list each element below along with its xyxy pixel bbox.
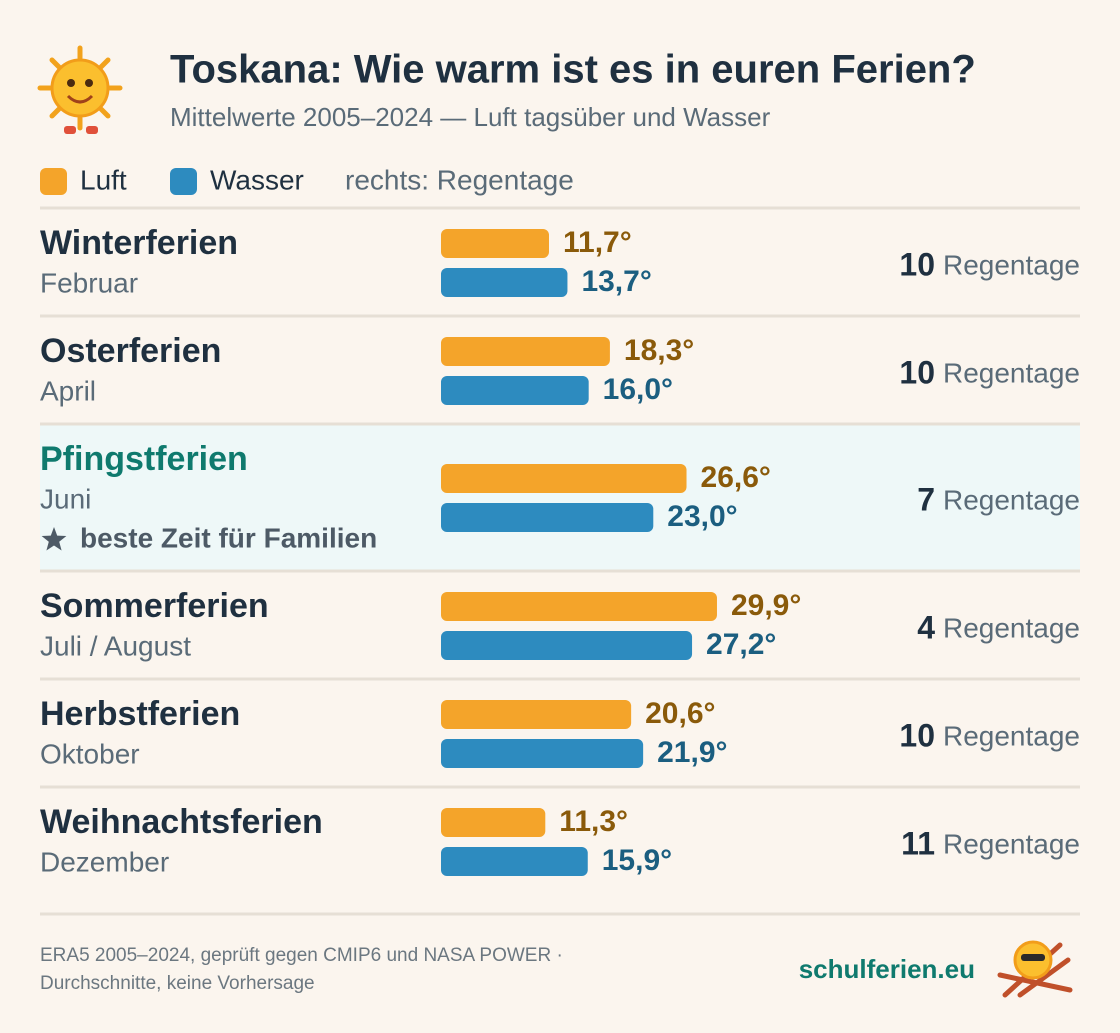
bar <box>441 376 589 405</box>
rain-days: 7 <box>917 481 935 517</box>
value-label: 20,6° <box>645 697 715 730</box>
value-label: 15,9° <box>602 844 672 877</box>
footer-source: Durchschnitte, keine Vorhersage <box>40 973 315 994</box>
value-label: 26,6° <box>701 461 771 494</box>
category-sublabel: Februar <box>40 267 138 298</box>
legend-note: rechts: Regentage <box>345 164 574 195</box>
category-label: Weihnachtsferien <box>40 803 323 841</box>
rain-days: 10 <box>899 246 935 282</box>
category-label: Pfingstferien <box>40 440 248 478</box>
bar <box>441 847 588 876</box>
value-label: 11,3° <box>559 805 628 838</box>
value-label: 16,0° <box>603 373 673 406</box>
bar <box>441 229 549 258</box>
value-label: 23,0° <box>667 500 737 533</box>
rain-label: Regentage <box>943 357 1080 388</box>
bar <box>441 808 546 837</box>
bar <box>441 592 717 621</box>
rain-label: Regentage <box>943 612 1080 643</box>
rain-days: 10 <box>899 717 935 753</box>
bar <box>441 503 654 532</box>
rain-label: Regentage <box>943 720 1080 751</box>
rain-days: 4 <box>917 609 935 645</box>
value-label: 13,7° <box>581 265 651 298</box>
rain-days: 10 <box>899 354 935 390</box>
legend-label: Wasser <box>210 164 304 195</box>
rain-days: 11 <box>901 825 935 861</box>
title: Toskana: Wie warm ist es in euren Ferien… <box>170 48 976 92</box>
rain-label: Regentage <box>943 249 1080 280</box>
bar <box>441 337 610 366</box>
category-sublabel: Oktober <box>40 738 140 769</box>
footer-source: ERA5 2005–2024, geprüft gegen CMIP6 und … <box>40 945 563 966</box>
bar <box>441 268 568 297</box>
bar <box>441 700 632 729</box>
brand: schulferien.eu <box>799 954 975 984</box>
legend-swatch <box>40 168 67 195</box>
highlight-row <box>40 424 1080 571</box>
subtitle: Mittelwerte 2005–2024 — Luft tagsüber un… <box>170 102 771 132</box>
category-sublabel: April <box>40 375 96 406</box>
category-sublabel: Juli / August <box>40 630 191 661</box>
value-label: 11,7° <box>563 226 632 259</box>
value-label: 27,2° <box>706 628 776 661</box>
category-label: Osterferien <box>40 332 221 370</box>
highlight-note: beste Zeit für Familien <box>80 522 377 553</box>
category-label: Sommerferien <box>40 587 269 625</box>
category-sublabel: Dezember <box>40 846 169 877</box>
legend-label: Luft <box>80 164 127 195</box>
legend-swatch <box>170 168 197 195</box>
value-label: 21,9° <box>657 736 727 769</box>
bar <box>441 464 687 493</box>
category-sublabel: Juni <box>40 483 91 514</box>
sun-chair-icon <box>997 940 1073 998</box>
rain-label: Regentage <box>943 484 1080 515</box>
value-label: 29,9° <box>731 589 801 622</box>
bar <box>441 631 693 660</box>
sun-icon <box>37 45 123 134</box>
value-label: 18,3° <box>624 334 694 367</box>
category-label: Herbstferien <box>40 695 240 733</box>
category-label: Winterferien <box>40 224 238 262</box>
rain-label: Regentage <box>943 828 1080 859</box>
bar <box>441 739 644 768</box>
star-icon <box>41 527 67 551</box>
